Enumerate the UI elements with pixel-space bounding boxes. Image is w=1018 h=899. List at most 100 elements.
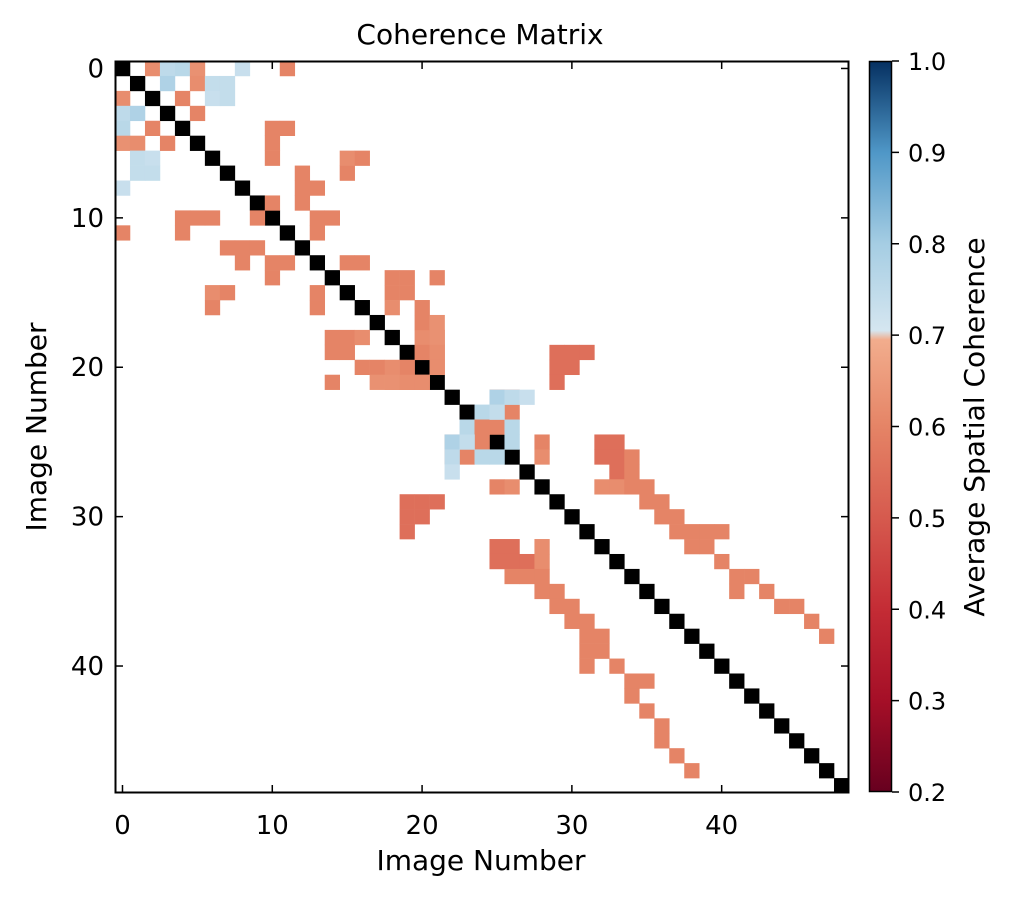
heatmap-cell xyxy=(414,509,430,525)
diagonal-cell xyxy=(714,658,730,674)
x-tick-label: 40 xyxy=(705,811,738,841)
heatmap-cell xyxy=(684,539,700,555)
heatmap-cell xyxy=(594,628,610,644)
heatmap-cell xyxy=(309,180,326,196)
diagonal-cell xyxy=(369,314,385,331)
heatmap-cell xyxy=(234,61,251,77)
diagonal-cell xyxy=(204,150,221,166)
heatmap-cell xyxy=(414,300,430,316)
heatmap-cell xyxy=(564,598,580,615)
diagonal-cell xyxy=(579,524,595,540)
heatmap-cell xyxy=(309,300,326,316)
heatmap-cell xyxy=(714,524,730,540)
heatmap-cell xyxy=(639,479,655,495)
diagonal-cell xyxy=(744,688,760,704)
heatmap-cell xyxy=(549,359,565,376)
heatmap-cell xyxy=(115,135,131,151)
heatmap-cell xyxy=(309,210,326,226)
heatmap-cell xyxy=(624,464,640,480)
heatmap-cell xyxy=(684,524,700,540)
diagonal-cell xyxy=(309,255,326,271)
heatmap-cell xyxy=(639,673,655,689)
heatmap-cell xyxy=(459,419,475,435)
heatmap-cell xyxy=(534,539,550,555)
heatmap-cell xyxy=(624,688,640,704)
heatmap-cell xyxy=(504,539,520,555)
heatmap-cell xyxy=(744,568,760,585)
heatmap-cell xyxy=(264,270,281,286)
heatmap-cell xyxy=(429,494,445,510)
heatmap-cell xyxy=(189,105,206,122)
heatmap-cell xyxy=(414,494,430,510)
diagonal-cell xyxy=(699,643,715,659)
heatmap-cell xyxy=(414,374,430,390)
heatmap-cell xyxy=(759,583,775,600)
diagonal-cell xyxy=(354,300,370,316)
heatmap-cell xyxy=(309,225,326,241)
heatmap-cell xyxy=(519,553,535,570)
heatmap-cell xyxy=(609,479,625,495)
heatmap-cell xyxy=(115,105,131,122)
heatmap-cell xyxy=(204,210,221,226)
x-tick-label: 20 xyxy=(406,811,439,841)
heatmap-cell xyxy=(489,404,505,420)
diagonal-cell xyxy=(564,509,580,525)
heatmap-cell xyxy=(564,344,580,361)
heatmap-cell xyxy=(294,165,311,181)
heatmap-cell xyxy=(534,434,550,450)
y-tick-label: 10 xyxy=(71,204,104,234)
colorbar-frame xyxy=(868,60,893,793)
heatmap-cell xyxy=(729,568,745,585)
heatmap-cell xyxy=(474,404,490,420)
diagonal-cell xyxy=(549,494,565,510)
heatmap-cell xyxy=(115,120,131,136)
heatmap-cell xyxy=(189,210,206,226)
heatmap-cell xyxy=(339,329,355,346)
heatmap-cell xyxy=(429,329,445,346)
diagonal-cell xyxy=(534,479,550,495)
heatmap-cell xyxy=(579,628,595,644)
colorbar-tick-label: 0.8 xyxy=(908,231,946,259)
heatmap-cell xyxy=(279,120,296,136)
heatmap-cell xyxy=(669,509,685,525)
heatmap-cell xyxy=(429,344,445,361)
heatmap-cell xyxy=(129,105,146,122)
x-axis-ticks: 0 10 20 30 40 xyxy=(114,61,738,841)
diagonal-cell xyxy=(279,225,296,241)
heatmap-cell xyxy=(414,344,430,361)
colorbar-ticks: 1.0 0.9 0.8 0.7 0.6 0.5 0.4 0.3 0.2 xyxy=(892,48,946,807)
diagonal-cell xyxy=(249,195,266,211)
heatmap-cell xyxy=(624,449,640,465)
heatmap-cell xyxy=(504,434,520,450)
y-axis-ticks: 0 10 20 30 40 xyxy=(71,54,849,682)
diagonal-cell xyxy=(264,210,281,226)
heatmap-cell xyxy=(204,75,221,92)
diagonal-cell xyxy=(459,404,475,420)
heatmap-cell xyxy=(519,568,535,585)
heatmap-cell xyxy=(579,658,595,674)
heatmap-cell xyxy=(579,344,595,361)
heatmap-cell xyxy=(669,524,685,540)
heatmap-cell xyxy=(129,135,146,151)
heatmap-cell xyxy=(474,419,490,435)
colorbar-tick-label: 0.4 xyxy=(908,596,946,624)
heatmap-cell xyxy=(504,479,520,495)
heatmap-cell xyxy=(159,61,176,77)
heatmap-cell xyxy=(714,553,730,570)
diagonal-cell xyxy=(384,329,400,346)
heatmap-cell xyxy=(429,359,445,376)
heatmap-cell xyxy=(579,643,595,659)
heatmap-cell xyxy=(504,568,520,585)
heatmap-cell xyxy=(309,285,326,301)
heatmap-cell xyxy=(609,449,625,465)
colorbar-tick-label: 0.9 xyxy=(908,139,946,167)
diagonal-cell xyxy=(684,628,700,644)
heatmap-cells xyxy=(115,61,850,794)
diagonal-cell xyxy=(654,598,670,615)
x-tick-label: 10 xyxy=(256,811,289,841)
heatmap-cell xyxy=(594,479,610,495)
heatmap-cell xyxy=(339,165,355,181)
heatmap-cell xyxy=(489,389,505,405)
colorbar-tick-label: 0.5 xyxy=(908,505,946,533)
heatmap-cell xyxy=(354,329,370,346)
